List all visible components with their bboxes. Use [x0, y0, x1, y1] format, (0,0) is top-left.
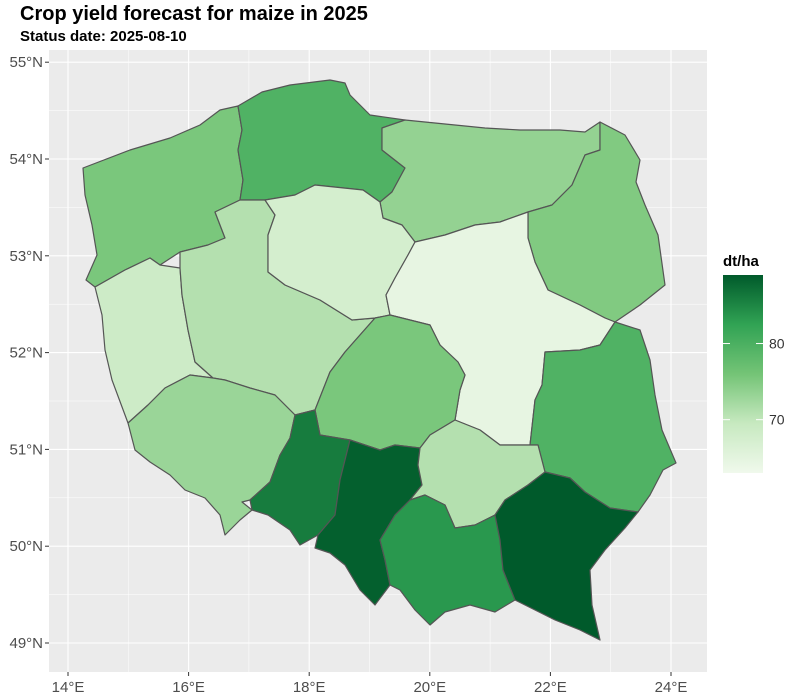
region-layer: [82, 79, 677, 641]
x-axis: 14°E 16°E 18°E 20°E 22°E 24°E: [52, 672, 688, 696]
x-tick-label: 24°E: [655, 679, 688, 696]
region-malopolskie[interactable]: [379, 494, 516, 626]
chart-subtitle: Status date: 2025-08-10: [20, 28, 187, 45]
legend-tick-label: 80: [769, 336, 785, 352]
legend-ticks: 70 80: [723, 336, 785, 428]
region-podkarpackie[interactable]: [494, 471, 639, 641]
y-tick-label: 50°N: [9, 538, 43, 555]
region-opolskie[interactable]: [249, 409, 351, 546]
y-tick-label: 54°N: [9, 151, 43, 168]
x-tick-label: 22°E: [534, 679, 567, 696]
x-tick-label: 16°E: [172, 679, 205, 696]
y-axis: 49°N 50°N 51°N 52°N 53°N 54°N 55°N: [9, 54, 49, 652]
legend: dt/ha 70 80: [723, 253, 785, 473]
x-tick-label: 18°E: [293, 679, 326, 696]
y-tick-label: 53°N: [9, 248, 43, 265]
y-tick-label: 55°N: [9, 54, 43, 71]
y-tick-label: 51°N: [9, 441, 43, 458]
chart-title: Crop yield forecast for maize in 2025: [20, 3, 368, 25]
legend-colorbar: [723, 275, 763, 473]
x-tick-label: 20°E: [413, 679, 446, 696]
x-tick-label: 14°E: [52, 679, 85, 696]
y-tick-label: 49°N: [9, 635, 43, 652]
legend-tick-label: 70: [769, 412, 785, 428]
legend-title: dt/ha: [723, 253, 759, 270]
y-tick-label: 52°N: [9, 345, 43, 362]
